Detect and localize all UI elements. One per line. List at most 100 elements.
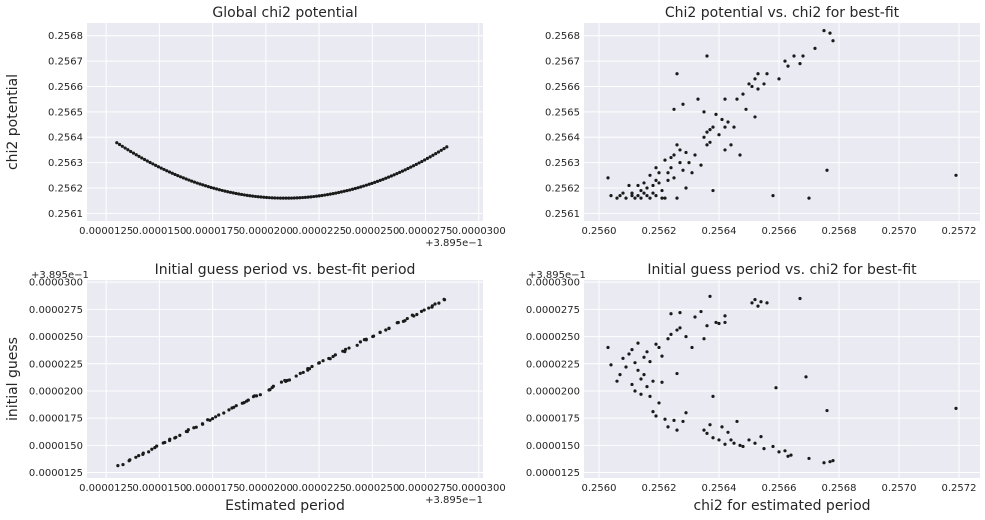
data-point (227, 408, 231, 412)
data-point (747, 438, 751, 442)
data-point (648, 196, 652, 200)
data-point (753, 77, 757, 81)
data-point (409, 165, 413, 169)
data-point (717, 133, 721, 137)
data-point (355, 343, 359, 347)
data-point (756, 304, 760, 308)
data-point (145, 159, 149, 163)
x-tick-label: 0.0000250 (345, 483, 399, 494)
data-point (406, 166, 410, 171)
y-tick-label: 0.2568 (545, 31, 580, 42)
data-point (359, 185, 363, 189)
data-point (176, 174, 180, 178)
data-point (657, 171, 661, 175)
data-point (690, 345, 694, 350)
data-point (651, 191, 655, 195)
data-point (660, 196, 664, 200)
chart-panel-2: 0.2560 0.2562 0.2564 0.2566 0.2568 0.2570 0.25… (545, 5, 980, 237)
data-point (284, 196, 288, 200)
data-point (762, 82, 766, 86)
data-point (675, 196, 679, 200)
data-point (203, 184, 208, 188)
chart-title: Initial guess period vs. best-fit period (155, 262, 416, 278)
data-point (756, 87, 760, 91)
data-point (660, 354, 664, 358)
data-point (353, 186, 357, 191)
data-point (723, 320, 727, 325)
data-point (378, 178, 382, 182)
data-point (741, 444, 745, 449)
data-points (606, 29, 958, 200)
data-point (279, 380, 284, 384)
data-point (738, 443, 742, 447)
data-point (271, 384, 275, 388)
y-tick-label: 0.0000250 (29, 332, 83, 343)
x-tick-label: 0.2570 (882, 483, 917, 494)
x-tick-label: 0.0000125 (79, 483, 133, 494)
data-point (137, 154, 141, 158)
data-point (666, 171, 670, 175)
x-tick-label: 0.2562 (642, 226, 677, 237)
y-tick-label: 0.2568 (48, 31, 83, 42)
data-point (717, 438, 721, 442)
data-point (663, 158, 667, 162)
y-tick-label: 0.0000200 (526, 386, 580, 397)
data-point (642, 191, 646, 195)
y-tick-label: 0.2563 (545, 158, 580, 169)
data-point (345, 189, 349, 193)
data-point (744, 107, 748, 111)
data-point (123, 146, 127, 150)
data-point (705, 54, 709, 58)
data-point (126, 148, 130, 152)
data-point (606, 345, 610, 350)
data-point (609, 363, 613, 367)
data-point (954, 173, 958, 177)
data-point (373, 180, 377, 184)
data-point (639, 188, 643, 193)
data-point (678, 161, 682, 165)
data-point (445, 145, 449, 149)
x-tick-label: 0.0000175 (186, 226, 240, 237)
data-point (618, 194, 622, 198)
data-point (642, 181, 646, 185)
x-tick-label: 0.0000225 (292, 226, 346, 237)
data-point (639, 392, 643, 396)
y-tick-label: 0.2562 (48, 184, 83, 195)
data-point (414, 162, 418, 166)
data-point (134, 455, 138, 459)
data-point (242, 401, 246, 405)
data-point (678, 326, 682, 330)
data-point (753, 115, 757, 119)
data-point (347, 346, 351, 350)
x-tick-label: 0.0000150 (132, 483, 186, 494)
data-point (212, 186, 216, 190)
y-axis-label: chi2 potential (5, 74, 21, 170)
data-point (246, 398, 250, 402)
data-point (702, 135, 706, 139)
data-point (798, 62, 802, 66)
x-tick-label: 0.0000275 (398, 483, 452, 494)
data-point (738, 153, 742, 157)
data-point (159, 166, 163, 170)
data-point (711, 188, 715, 193)
data-point (804, 375, 808, 379)
data-point (287, 378, 292, 382)
data-point (367, 182, 371, 186)
data-point (651, 410, 655, 414)
data-point (825, 168, 829, 172)
data-point (660, 380, 664, 384)
data-point (681, 168, 685, 172)
data-point (258, 393, 262, 397)
data-point (398, 170, 402, 174)
data-point (708, 128, 712, 132)
data-point (284, 379, 288, 383)
data-point (831, 458, 835, 463)
x-tick-label: 0.0000200 (239, 226, 293, 237)
data-point (732, 125, 736, 129)
data-point (301, 195, 305, 200)
data-point (215, 187, 219, 191)
data-point (151, 162, 155, 166)
data-point (693, 315, 697, 319)
data-point (705, 431, 709, 435)
data-point (657, 401, 661, 405)
